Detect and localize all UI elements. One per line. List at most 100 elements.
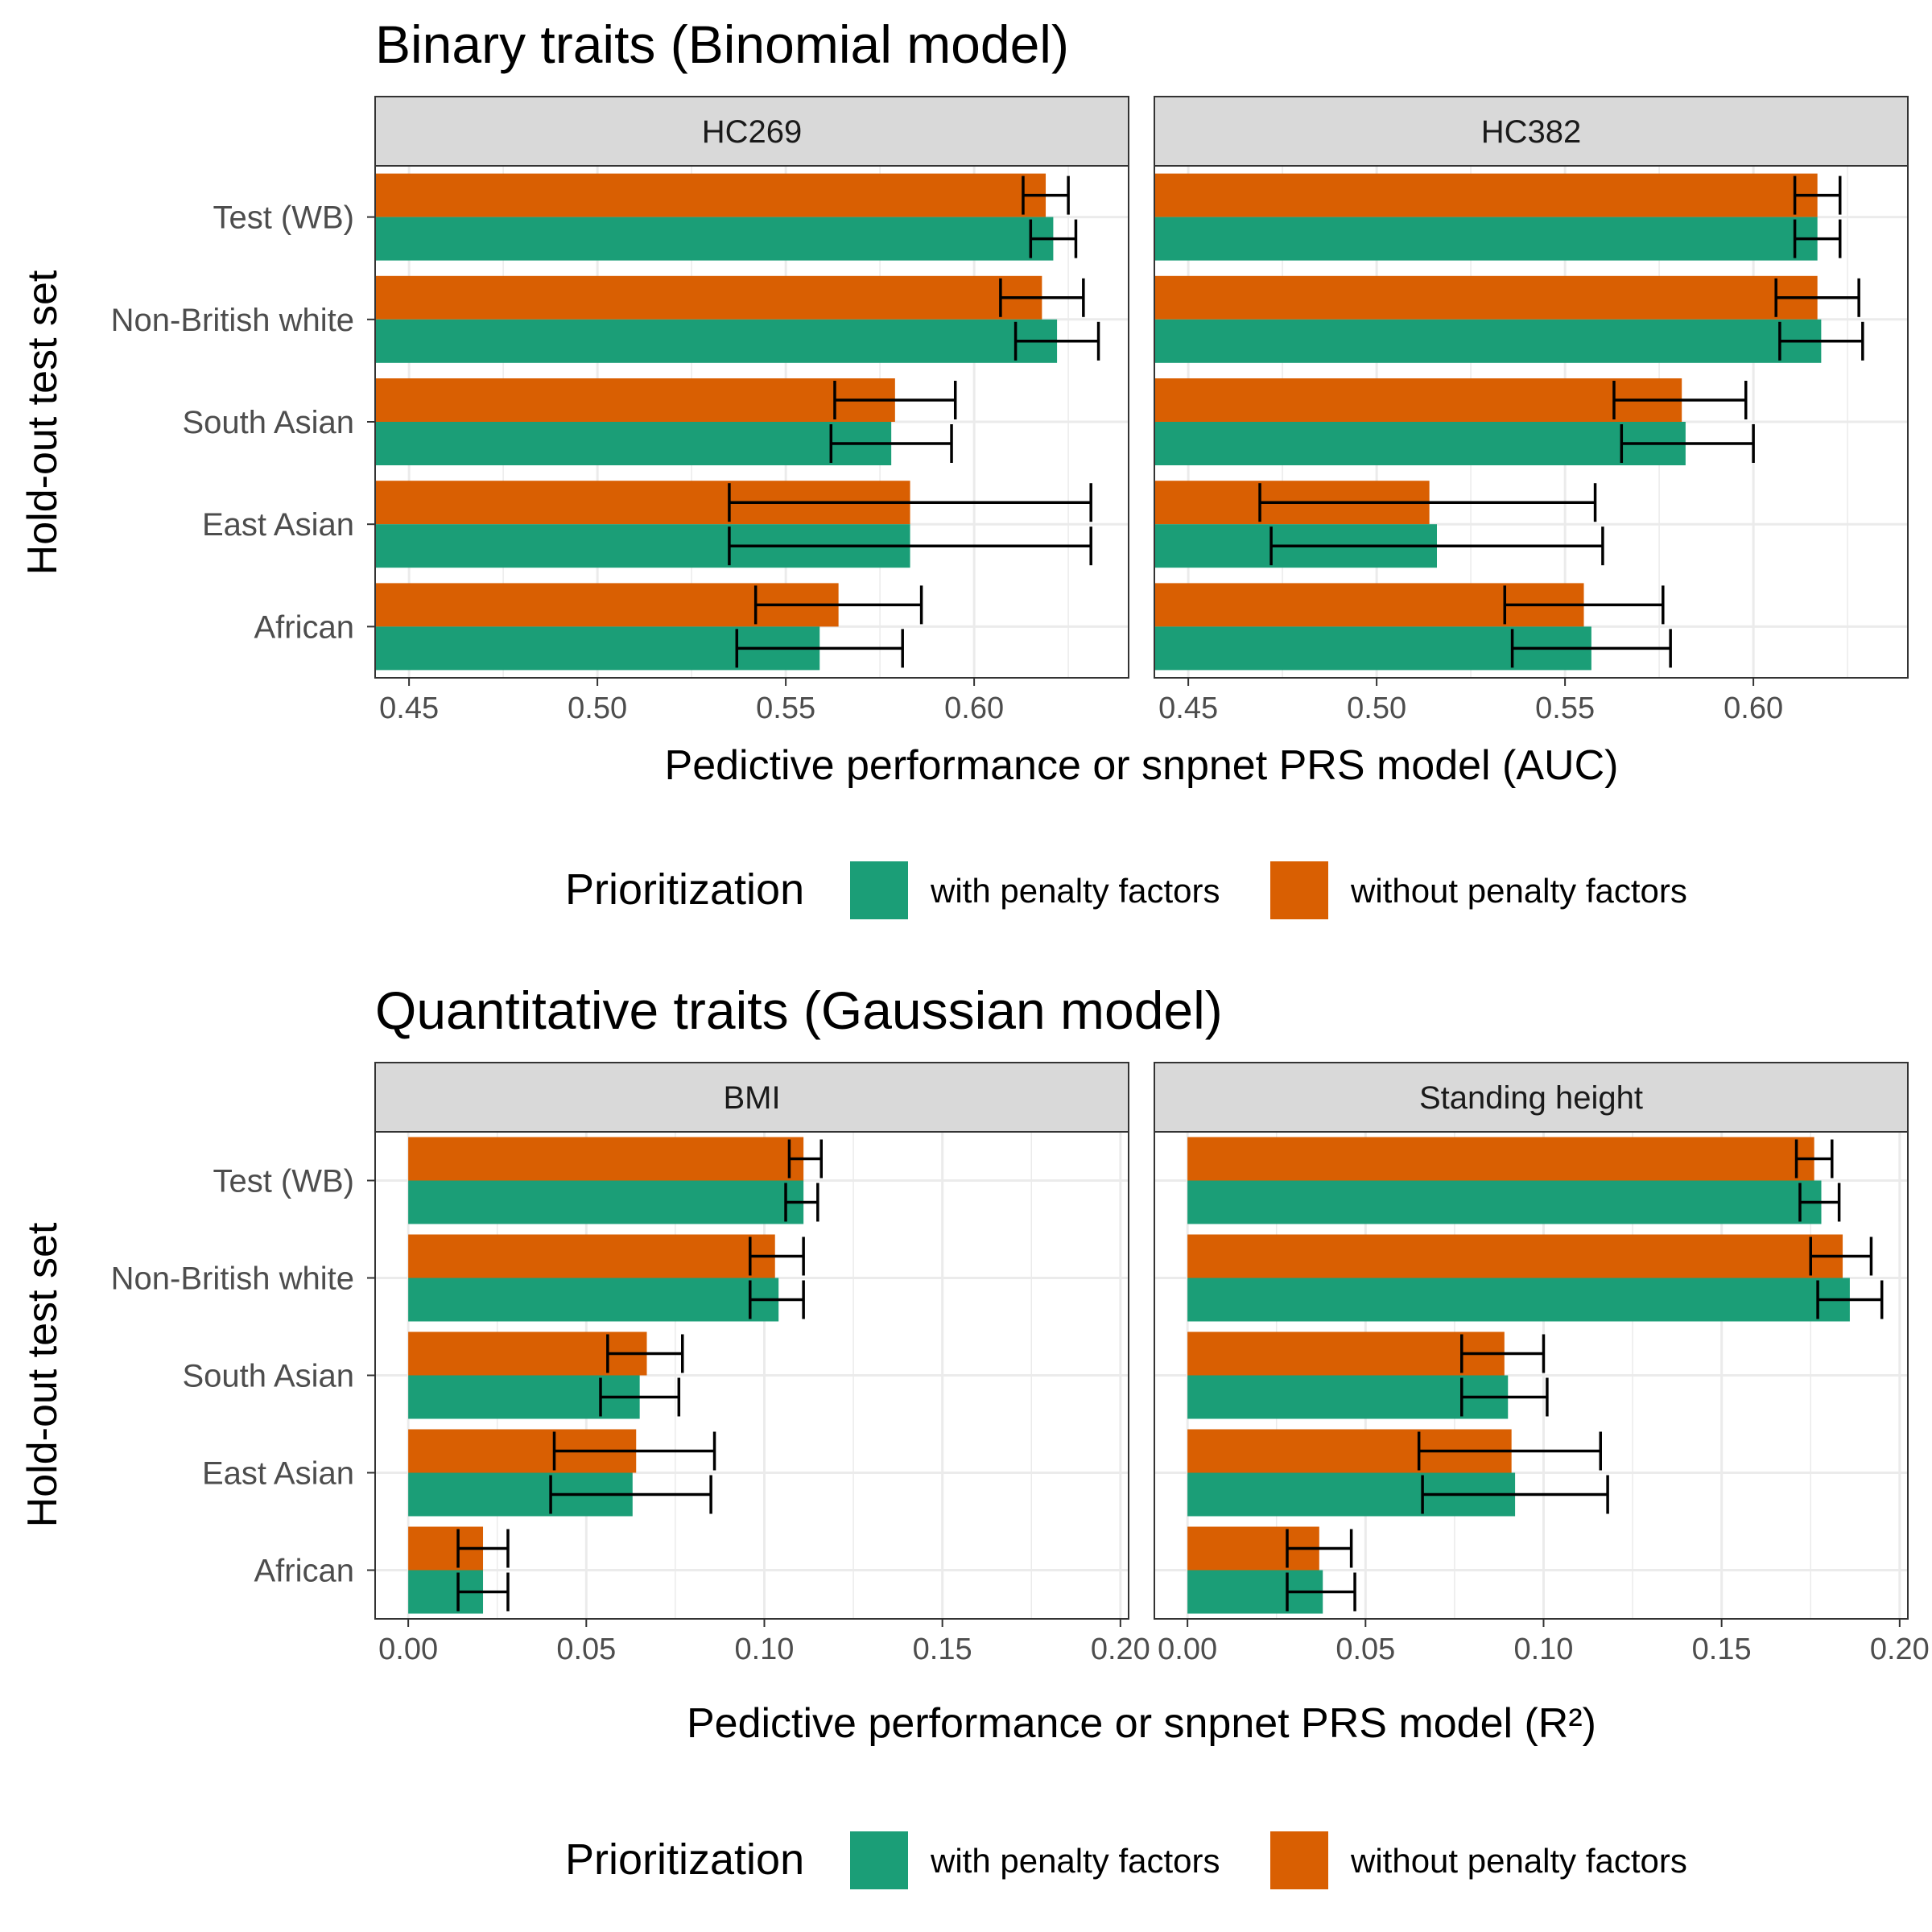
x-axis-title-quantitative: Pedictive performance or snpnet PRS mode… [687,1700,1596,1747]
error-bar-hc269-non-british-white-with-penalty-factors [1013,321,1100,361]
x-tick-label: 0.05 [556,1633,616,1666]
bar-hc269-south-asian-with-penalty-factors [375,422,892,465]
legend-title-binary: Prioritization [565,865,804,914]
panel-standing-height: Standing height 0.00 0.05 0.10 0.15 0.20 [1154,1062,1930,1666]
error-bar-hc269-african-with-penalty-factors [735,629,904,668]
bar-standing-height-test-wb-without-penalty-factors [1187,1137,1814,1181]
error-bar-standing-height-east-asian-without-penalty-factors [1417,1431,1603,1471]
bar-bmi-test-wb-with-penalty-factors [408,1180,804,1224]
error-bar-standing-height-non-british-white-with-penalty-factors [1816,1280,1884,1319]
x-tick-label: 0.45 [379,691,439,725]
bar-standing-height-non-british-white-with-penalty-factors [1187,1278,1850,1322]
panel-border-standing-height [1154,1131,1909,1620]
error-bar-hc269-non-british-white-without-penalty-factors [999,278,1085,317]
bar-bmi-non-british-white-without-penalty-factors [408,1234,775,1278]
x-tick-label: 0.20 [1091,1633,1150,1666]
error-bar-hc269-test-wb-without-penalty-factors [1022,175,1070,215]
error-bar-hc382-test-wb-without-penalty-factors [1793,175,1842,215]
section-title-binary: Binary traits (Binomial model) [375,14,1069,74]
x-tick-label: 0.10 [1513,1633,1573,1666]
bar-standing-height-south-asian-without-penalty-factors [1187,1331,1505,1376]
bar-hc269-test-wb-without-penalty-factors [375,173,1046,217]
error-bar-bmi-african-with-penalty-factors [456,1572,510,1612]
error-bar-bmi-east-asian-without-penalty-factors [552,1431,716,1471]
error-bar-bmi-east-asian-with-penalty-factors [549,1475,712,1514]
category-label-binary-non-british-white: Non-British white [111,303,354,338]
bar-bmi-non-british-white-with-penalty-factors [408,1278,779,1322]
category-label-quantitative-non-british-white: Non-British white [111,1261,354,1297]
panel-hc382: HC382 0.45 0.50 0.55 0.60 [1154,96,1909,725]
strip-label-hc382: HC382 [1481,114,1582,150]
error-bar-hc382-south-asian-without-penalty-factors [1612,381,1748,419]
panel-border-hc382 [1154,165,1909,679]
category-label-quantitative-african: African [254,1554,355,1589]
error-bar-hc269-test-wb-with-penalty-factors [1029,219,1078,258]
error-bar-hc382-east-asian-with-penalty-factors [1269,526,1604,566]
legend-binary: Prioritization with penalty factors with… [565,861,1687,919]
error-bar-standing-height-south-asian-with-penalty-factors [1459,1377,1549,1417]
error-bar-bmi-test-wb-with-penalty-factors [784,1183,819,1222]
x-tick-label: 0.10 [734,1633,794,1666]
strip-standing-height [1154,1062,1909,1133]
bar-hc382-non-british-white-without-penalty-factors [1154,275,1818,320]
x-axis-title-binary: Pedictive performance or snpnet PRS mode… [665,742,1619,789]
error-bar-bmi-south-asian-with-penalty-factors [599,1377,681,1417]
error-bar-hc269-south-asian-with-penalty-factors [829,424,953,463]
bar-hc382-test-wb-with-penalty-factors [1154,217,1818,261]
section-quantitative: Quantitative traits (Gaussian model) Hol… [19,980,1930,1889]
error-bar-standing-height-test-wb-without-penalty-factors [1794,1139,1834,1179]
error-bar-hc382-east-asian-without-penalty-factors [1258,483,1597,522]
legend-title-quantitative: Prioritization [565,1835,804,1884]
legend-label-without-penalty-quantitative: without penalty factors [1350,1842,1687,1880]
error-bar-bmi-non-british-white-without-penalty-factors [749,1236,805,1276]
error-bar-bmi-test-wb-without-penalty-factors [787,1139,824,1179]
strip-hc269 [374,96,1129,167]
error-bar-hc269-east-asian-without-penalty-factors [728,483,1092,522]
error-bar-standing-height-test-wb-with-penalty-factors [1798,1183,1841,1222]
strip-label-bmi: BMI [723,1080,780,1116]
x-tick-label: 0.60 [1724,691,1783,725]
legend-key-with-penalty-binary [850,861,908,919]
legend-label-without-penalty-binary: without penalty factors [1350,872,1687,910]
x-tick-label: 0.00 [1158,1633,1217,1666]
error-bar-hc382-south-asian-with-penalty-factors [1620,424,1755,463]
error-bar-hc269-south-asian-without-penalty-factors [833,381,957,419]
bar-hc382-non-british-white-with-penalty-factors [1154,319,1822,363]
bar-hc269-south-asian-without-penalty-factors [375,378,895,422]
panel-bmi: BMI 0.00 0.05 0.10 0.15 0.20 Test (WB) Non-Brit… [111,1062,1150,1666]
x-tick-label: 0.45 [1158,691,1218,725]
bar-hc269-non-british-white-without-penalty-factors [375,275,1042,320]
x-tick-label: 0.55 [1535,691,1595,725]
x-tick-label: 0.50 [1347,691,1406,725]
x-tick-label: 0.00 [378,1633,438,1666]
bar-hc382-test-wb-without-penalty-factors [1154,173,1818,217]
panel-hc269: HC269 0.45 0.50 0.55 0.60 Test (WB) Non-Britis… [111,96,1129,725]
legend-quantitative: Prioritization with penalty factors with… [565,1831,1687,1889]
x-tick-label: 0.05 [1335,1633,1395,1666]
category-label-binary-south-asian: South Asian [183,405,355,440]
error-bar-hc382-test-wb-with-penalty-factors [1793,219,1842,258]
category-label-binary-east-asian: East Asian [202,507,354,543]
error-bar-hc382-non-british-white-with-penalty-factors [1778,321,1864,361]
error-bar-bmi-south-asian-without-penalty-factors [606,1334,684,1373]
legend-label-with-penalty-quantitative: with penalty factors [930,1842,1220,1880]
strip-label-hc269: HC269 [702,114,803,150]
legend-key-with-penalty-quantitative [850,1831,908,1889]
legend-key-without-penalty-binary [1270,861,1328,919]
bar-hc269-test-wb-with-penalty-factors [375,217,1054,261]
bar-bmi-test-wb-without-penalty-factors [408,1137,804,1181]
error-bar-standing-height-african-without-penalty-factors [1286,1529,1353,1568]
y-axis-title-quantitative: Hold-out test set [19,1222,66,1527]
bar-hc269-non-british-white-with-penalty-factors [375,319,1058,363]
category-label-binary-african: African [254,609,355,645]
error-bar-standing-height-south-asian-without-penalty-factors [1459,1334,1546,1373]
bar-standing-height-south-asian-with-penalty-factors [1187,1375,1509,1419]
error-bar-hc269-east-asian-with-penalty-factors [728,526,1092,566]
category-label-binary-test-wb: Test (WB) [213,200,354,236]
error-bar-bmi-african-without-penalty-factors [456,1529,510,1568]
y-axis-title-binary: Hold-out test set [19,270,66,575]
error-bar-standing-height-african-with-penalty-factors [1286,1572,1356,1612]
error-bar-hc382-african-without-penalty-factors [1503,585,1665,625]
bar-hc382-south-asian-with-penalty-factors [1154,422,1686,465]
error-bar-hc382-african-with-penalty-factors [1510,629,1672,668]
